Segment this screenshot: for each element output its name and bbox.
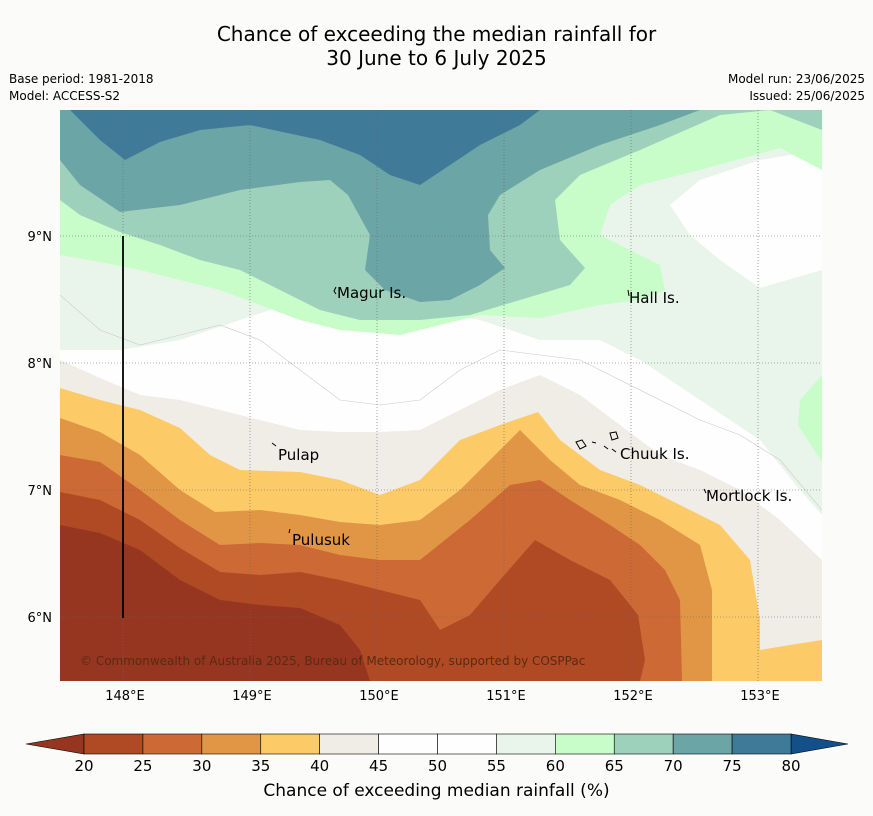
colorbar-cell (496, 733, 556, 755)
lon-tick: 153°E (740, 689, 780, 704)
lon-tick: 148°E (105, 689, 145, 704)
lon-tick: 151°E (486, 689, 526, 704)
lat-tick: 8°N (28, 357, 53, 372)
contour-below-20 (60, 525, 370, 681)
colorbar-cell (319, 733, 379, 755)
colorbar-cell (142, 733, 203, 755)
colorbar-cell (260, 733, 320, 755)
meta-left: Base period: 1981-2018 Model: ACCESS-S2 (9, 71, 154, 105)
contour-45-55-pocket (670, 150, 822, 288)
colorbar-tick-label: 55 (487, 757, 506, 775)
colorbar-tick-label: 75 (723, 757, 742, 775)
colorbar-cell (201, 733, 262, 755)
contour-line-50 (60, 294, 822, 511)
colorbar-tick-label: 70 (664, 757, 683, 775)
map-title: Chance of exceeding the median rainfall … (0, 22, 873, 70)
label-pulap: Pulap (278, 446, 319, 464)
label-mortlock: Mortlock Is. (706, 487, 792, 505)
colorbar-cell (613, 733, 674, 755)
islands (271, 286, 707, 534)
label-chuuk: Chuuk Is. (620, 445, 689, 463)
title-line-2: 30 June to 6 July 2025 (326, 46, 547, 70)
colorbar-cell (378, 733, 438, 755)
title-line-1: Chance of exceeding the median rainfall … (216, 22, 657, 46)
lat-tick: 7°N (28, 484, 53, 499)
colorbar-under-arrow (25, 733, 85, 755)
colorbar-tick-label: 20 (74, 757, 93, 775)
lon-tick: 150°E (359, 689, 399, 704)
contour-75-80 (70, 110, 540, 185)
colorbar-cell (672, 733, 733, 755)
colorbar-cell (437, 733, 497, 755)
label-pulusuk: Pulusuk (292, 531, 350, 549)
contour-60-65-east (798, 375, 822, 462)
lon-tick-labels: 148°E 149°E 150°E 151°E 152°E 153°E (105, 689, 780, 704)
probability-contours (60, 110, 822, 681)
colorbar-label: Chance of exceeding median rainfall (%) (263, 781, 610, 801)
colorbar-tick-label: 80 (781, 757, 800, 775)
colorbar-tick-label: 25 (133, 757, 152, 775)
colorbar-tick-label: 45 (369, 757, 388, 775)
colorbar-cell (731, 733, 792, 755)
lat-tick: 9°N (28, 230, 53, 245)
colorbar: 20 25 30 35 40 45 50 55 60 65 70 75 80 (25, 733, 849, 775)
label-magur: Magur Is. (337, 284, 406, 302)
colorbar-tick-label: 30 (192, 757, 211, 775)
colorbar-over-arrow (790, 733, 849, 755)
lat-tick-labels: 6°N 7°N 8°N 9°N (28, 230, 53, 626)
model-name: Model: ACCESS-S2 (9, 89, 121, 103)
contour-70-75 (60, 110, 700, 302)
lon-tick: 149°E (232, 689, 272, 704)
lon-tick: 152°E (613, 689, 653, 704)
base-period: Base period: 1981-2018 (9, 72, 154, 86)
colorbar-cell (555, 733, 615, 755)
copyright-text: © Commonwealth of Australia 2025, Bureau… (80, 654, 585, 668)
colorbar-tick-label: 35 (251, 757, 270, 775)
colorbar-cell (83, 733, 144, 755)
place-labels: Magur Is. Hall Is. Pulap Chuuk Is. Pulus… (278, 284, 792, 549)
issued-date: Issued: 25/06/2025 (749, 89, 865, 103)
colorbar-tick-label: 40 (310, 757, 329, 775)
colorbar-tick-label: 60 (546, 757, 565, 775)
lat-tick: 6°N (28, 611, 53, 626)
meta-right: Model run: 23/06/2025 Issued: 25/06/2025 (728, 71, 865, 105)
model-run: Model run: 23/06/2025 (727, 72, 865, 86)
colorbar-tick-label: 50 (428, 757, 447, 775)
colorbar-tick-label: 65 (605, 757, 624, 775)
label-hall: Hall Is. (629, 289, 680, 307)
